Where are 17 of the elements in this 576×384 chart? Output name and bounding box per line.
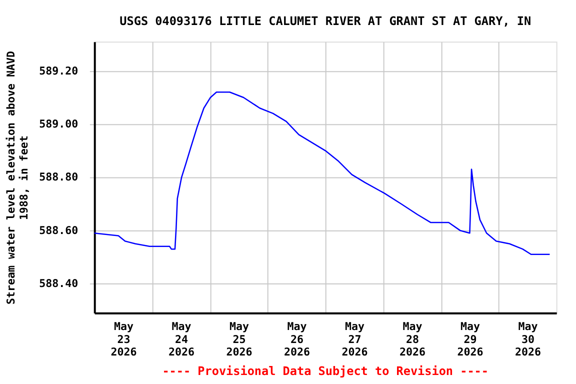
y-tick-label: 588.80 <box>39 170 78 184</box>
x-tick-label: May 24 2026 <box>168 320 194 359</box>
text: ---- Provisional Data Subject to Revision ---- <box>162 364 488 378</box>
x-tick-label: May 25 2026 <box>226 320 252 359</box>
y-tick-label: 588.40 <box>39 277 78 290</box>
x-tick-label: May 27 2026 <box>342 320 368 359</box>
y-axis-title: Stream water level elevation above NAVD 1988, in feet <box>4 50 30 305</box>
line-series <box>94 92 550 256</box>
x-tick-label: May 23 2026 <box>110 320 137 359</box>
x-tick-label: May 26 2026 <box>284 320 310 359</box>
x-tick-label: May 29 2026 <box>457 320 484 359</box>
x-tick-label: May 30 2026 <box>514 320 541 359</box>
chart-title: USGS 04093176 LITTLE CALUMET RIVER AT GRANT ST AT GARY, IN <box>120 14 532 28</box>
y-tick-label: 589.20 <box>39 64 78 78</box>
x-tick-label: May 28 2026 <box>399 320 426 359</box>
y-tick-label: 588.60 <box>39 224 78 237</box>
y-tick-label: 589.00 <box>39 118 78 131</box>
